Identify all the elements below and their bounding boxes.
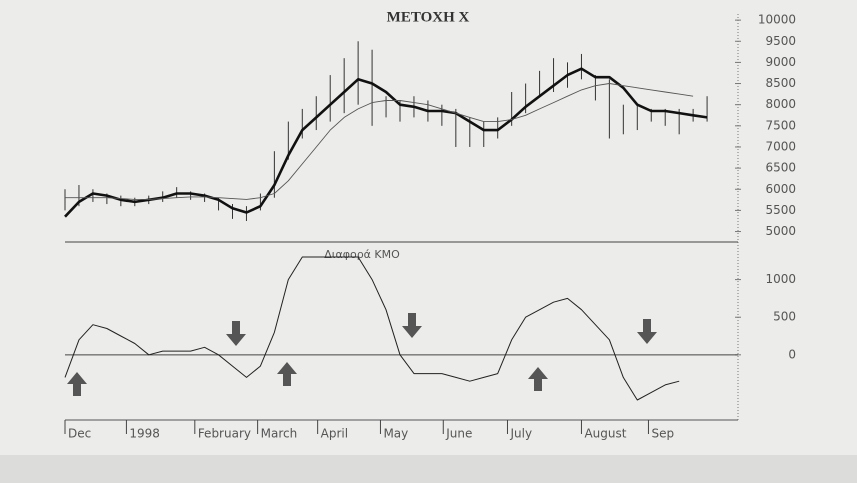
x-tick-label: August xyxy=(584,427,626,441)
x-tick-label: June xyxy=(445,427,472,441)
series-line xyxy=(64,256,680,401)
signal-arrows xyxy=(67,313,657,396)
up-arrow xyxy=(528,367,548,391)
y-tick-label: 6500 xyxy=(765,161,796,175)
y-tick-label: 9000 xyxy=(765,55,796,69)
down-arrow xyxy=(402,313,422,338)
series-line xyxy=(65,83,694,200)
y-tick-label: 8500 xyxy=(765,76,796,90)
up-arrow xyxy=(277,362,297,386)
x-tick-label: March xyxy=(261,427,298,441)
x-tick-label: May xyxy=(383,427,408,441)
down-arrow xyxy=(637,319,657,344)
y-tick-label: 500 xyxy=(773,310,796,324)
series-line xyxy=(64,67,708,218)
up-arrow xyxy=(67,372,87,396)
annotation: Διαφορά ΚΜΟ xyxy=(324,248,400,261)
x-tick-label: Sep xyxy=(651,427,674,441)
y-tick-label: 1000 xyxy=(765,272,796,286)
y-tick-label: 10000 xyxy=(758,13,796,27)
y-tick-label: 8000 xyxy=(765,97,796,111)
y-tick-label: 6000 xyxy=(765,182,796,196)
x-tick-label: July xyxy=(509,427,532,441)
y-tick-label: 7000 xyxy=(765,139,796,153)
bottom-strip xyxy=(0,455,857,483)
x-tick-label: April xyxy=(321,427,348,441)
x-tick-label: February xyxy=(198,427,251,441)
y-tick-label: 5000 xyxy=(765,224,796,238)
chart-title: METOXH X xyxy=(387,9,470,25)
y-tick-label: 7500 xyxy=(765,118,796,132)
y-tick-label: 9500 xyxy=(765,34,796,48)
x-tick-label: 1998 xyxy=(129,427,160,441)
y-tick-label: 5500 xyxy=(765,203,796,217)
down-arrow xyxy=(226,321,246,346)
x-tick-label: Dec xyxy=(68,427,91,441)
y-tick-label: 0 xyxy=(788,347,796,361)
